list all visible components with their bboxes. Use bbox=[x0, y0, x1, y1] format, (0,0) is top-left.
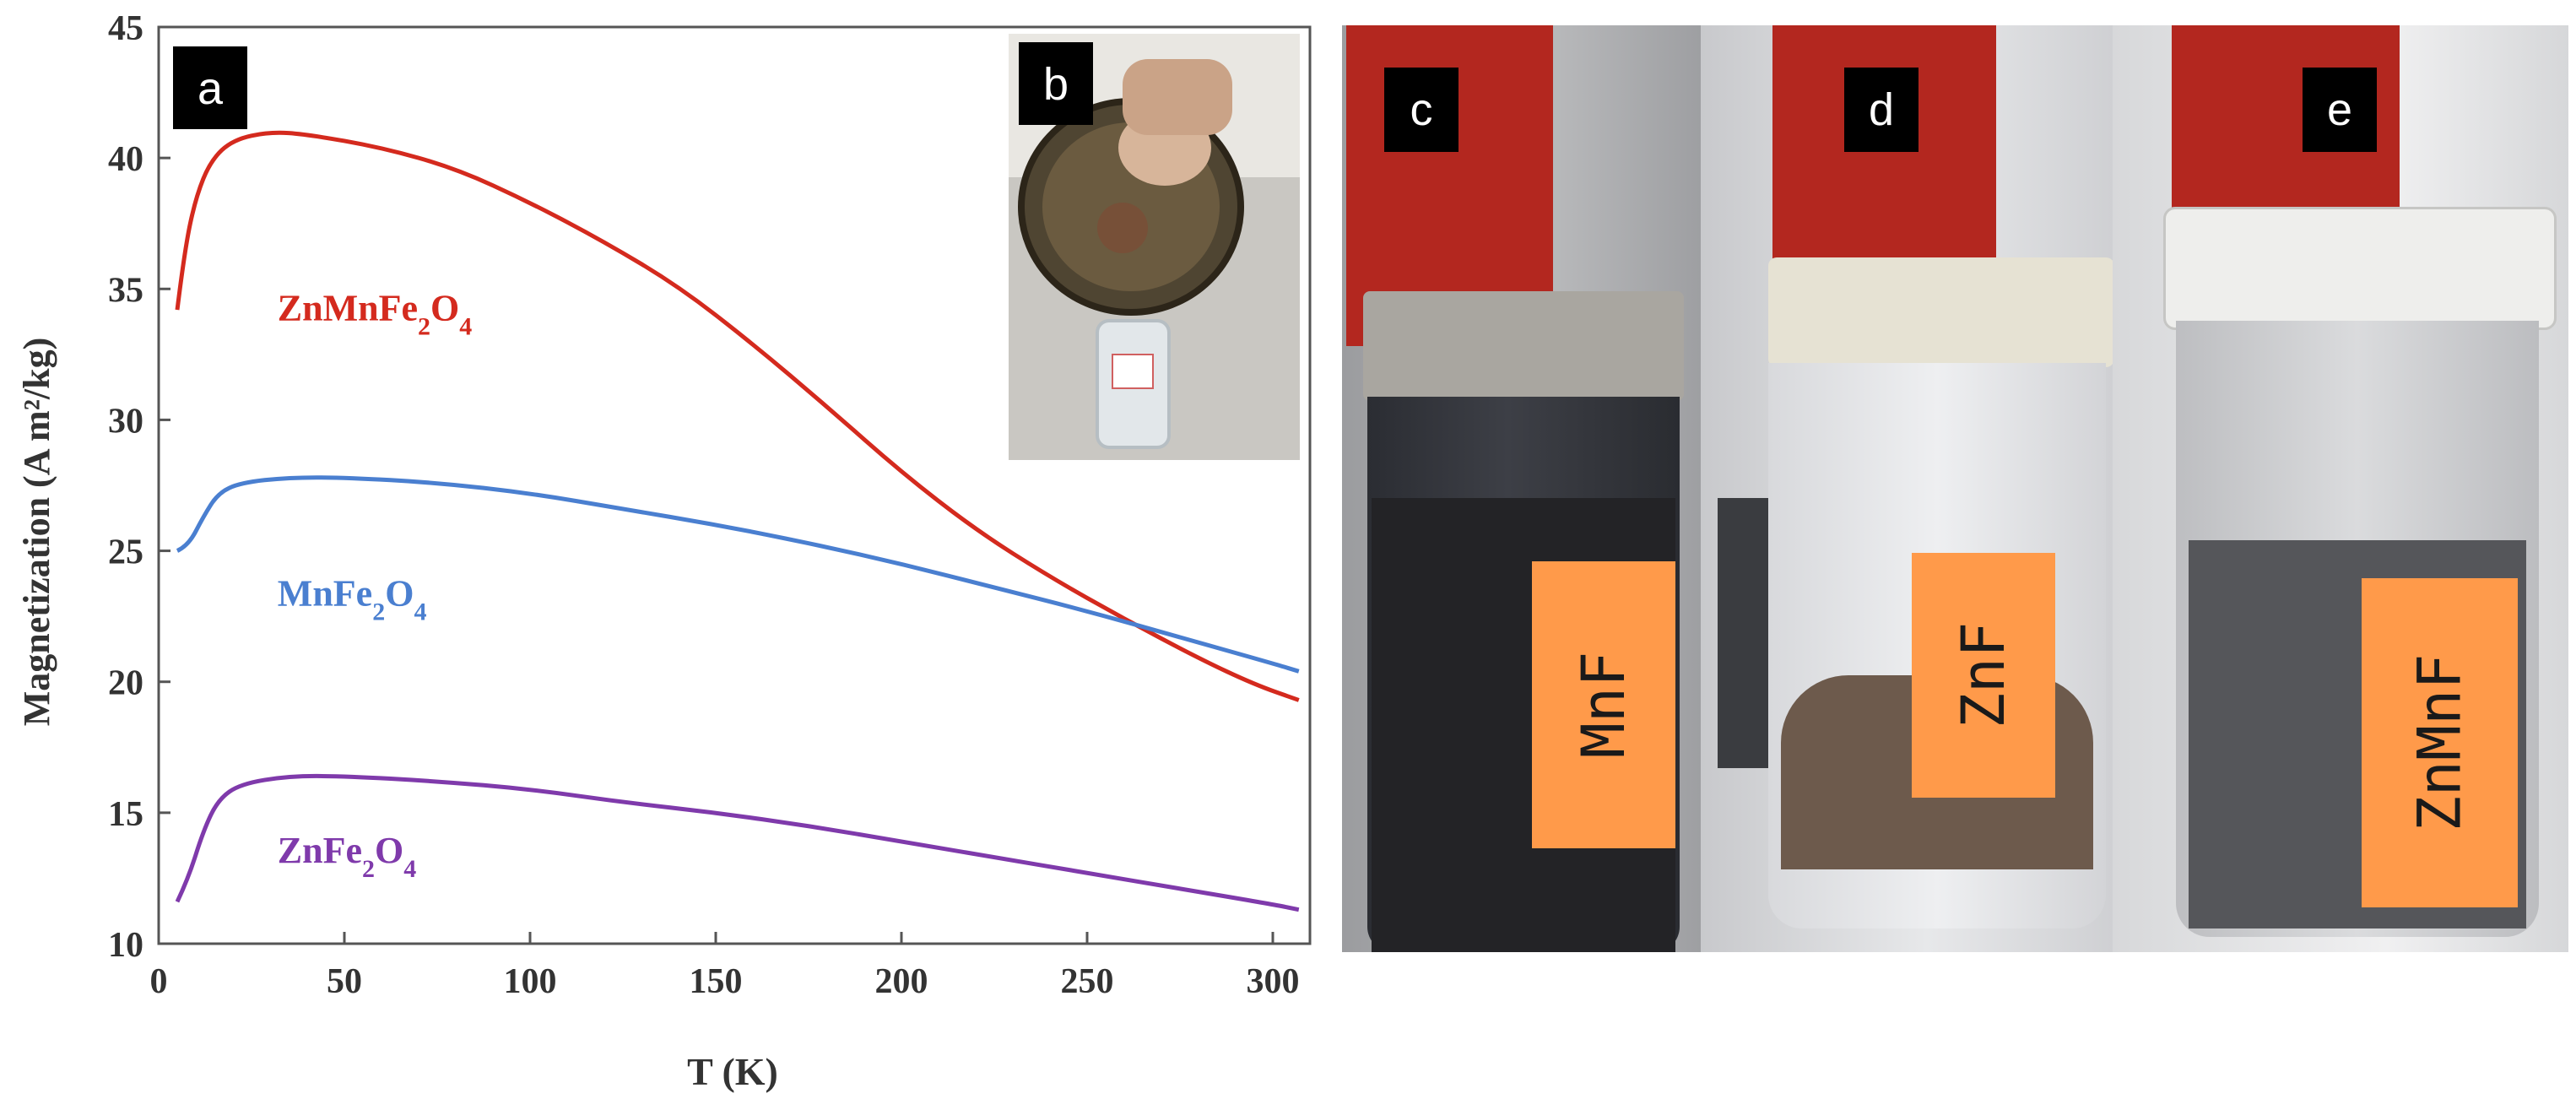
vial-cap bbox=[2163, 207, 2557, 330]
y-tick-label: 10 bbox=[108, 926, 143, 965]
series-label-MnFe2O4: MnFe2O4 bbox=[278, 573, 427, 626]
y-tick-label: 15 bbox=[108, 795, 143, 834]
sticker-text-znmnf: ZnMnF bbox=[2405, 653, 2475, 832]
panel-b-background bbox=[1019, 42, 1093, 125]
panel-label-e: e bbox=[2303, 68, 2377, 152]
x-tick-label: 300 bbox=[1247, 962, 1300, 1001]
series-labels: ZnMnFe2O4 MnFe2O4 ZnFe2O4 bbox=[278, 288, 472, 883]
series-line-MnFe2O4 bbox=[176, 475, 1300, 674]
sticker-text-znf: ZnF bbox=[1949, 621, 2018, 729]
y-axis: 10 15 20 25 30 35 40 45 bbox=[108, 9, 170, 965]
vial-cap bbox=[1768, 257, 2113, 367]
y-axis-label: Magnetization (A m²/kg) bbox=[16, 338, 57, 726]
label-sticker-znmnf: ZnMnF bbox=[2362, 578, 2518, 907]
label-sticker-mnf: MnF bbox=[1532, 561, 1675, 848]
y-tick-label: 45 bbox=[108, 9, 143, 48]
panel-a-background bbox=[173, 46, 247, 129]
y-tick-label: 40 bbox=[108, 140, 143, 179]
photo-znf-vial: ZnF d bbox=[1701, 25, 2113, 952]
y-tick-label: 25 bbox=[108, 533, 143, 572]
x-tick-label: 150 bbox=[690, 962, 743, 1001]
x-tick-label: 250 bbox=[1061, 962, 1114, 1001]
panel-label-a: a bbox=[198, 63, 224, 114]
series-label-ZnMnFe2O4: ZnMnFe2O4 bbox=[278, 288, 472, 341]
series-line-ZnFe2O4 bbox=[175, 773, 1300, 912]
x-tick-label: 0 bbox=[150, 962, 168, 1001]
photo-mnf-vial: MnF c bbox=[1342, 25, 1701, 952]
panel-label-c: c bbox=[1384, 68, 1458, 152]
x-tick-label: 200 bbox=[875, 962, 928, 1001]
plot-area-border bbox=[157, 25, 1312, 945]
series-label-ZnFe2O4: ZnFe2O4 bbox=[278, 830, 416, 883]
label-sticker-znf: ZnF bbox=[1912, 553, 2055, 798]
plot-frame bbox=[157, 25, 1312, 945]
sticker-text-mnf: MnF bbox=[1569, 651, 1638, 759]
panel-label-d: d bbox=[1844, 68, 1918, 152]
photo-znmnf-vial: ZnMnF e bbox=[2113, 25, 2568, 952]
x-axis-label: T (K) bbox=[687, 1050, 778, 1093]
x-tick-label: 50 bbox=[327, 962, 362, 1001]
series-lines bbox=[175, 130, 1300, 912]
x-tick-label: 100 bbox=[504, 962, 557, 1001]
panel-label-b: b bbox=[1043, 59, 1069, 110]
magnetization-chart: 10 15 20 25 30 35 40 45 0 50 100 150 200 250 300 ZnMn… bbox=[16, 9, 1312, 1093]
vial-cap bbox=[1363, 291, 1684, 401]
series-line-ZnMnFe2O4 bbox=[175, 130, 1300, 702]
x-axis: 0 50 100 150 200 250 300 bbox=[150, 932, 1300, 1001]
y-tick-label: 35 bbox=[108, 271, 143, 310]
y-tick-label: 30 bbox=[108, 402, 143, 441]
y-tick-label: 20 bbox=[108, 664, 143, 703]
